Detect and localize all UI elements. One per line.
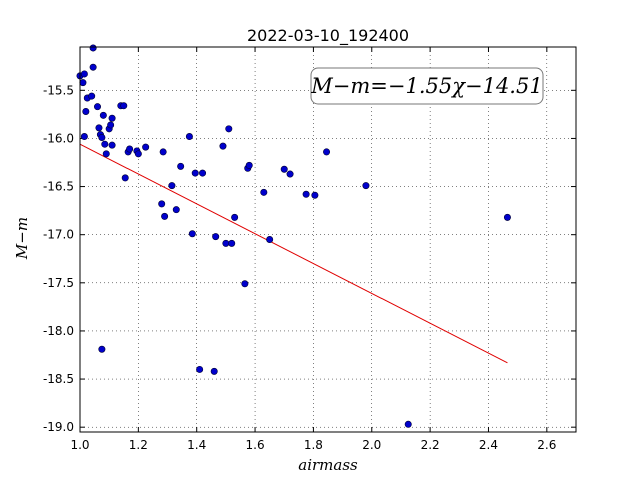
fit-line-group: [79, 143, 508, 364]
data-point: [231, 213, 239, 221]
plot-area: [80, 47, 576, 432]
data-point: [362, 182, 370, 190]
data-point: [172, 206, 180, 214]
data-point: [126, 145, 134, 153]
x-tick-label: 1.4: [187, 438, 206, 452]
y-tick-label: -17.5: [43, 276, 74, 290]
data-point: [302, 190, 310, 198]
plot-frame: [79, 46, 577, 433]
x-tick-label: 1.0: [70, 438, 89, 452]
data-point: [225, 125, 233, 133]
data-point: [108, 114, 116, 122]
data-points: [76, 44, 511, 428]
y-tick-labels: -15.5 -16.0 -16.5 -17.0 -17.5 -18.0 -18.5 -19.0: [43, 83, 74, 434]
data-point: [168, 182, 176, 190]
x-tick-label: 2.6: [537, 438, 556, 452]
data-point: [158, 200, 166, 208]
data-point: [88, 92, 96, 100]
data-point: [80, 70, 88, 78]
data-point: [89, 63, 97, 71]
x-axis-label: airmass: [298, 456, 358, 474]
grid: [79, 47, 576, 432]
annotation-text: M−m=−1.55χ−14.51: [310, 74, 542, 98]
data-point: [404, 420, 412, 428]
data-point: [199, 169, 207, 177]
data-point: [98, 133, 106, 141]
data-point: [98, 345, 106, 353]
x-tick-label: 1.2: [129, 438, 148, 452]
data-point: [102, 150, 110, 158]
data-point: [82, 107, 90, 115]
data-point: [107, 121, 115, 129]
chart-title: 2022-03-10_192400: [247, 26, 409, 46]
annotation-box: [310, 67, 544, 105]
y-tick-label: -15.5: [43, 83, 74, 97]
data-point: [222, 239, 230, 247]
data-point: [89, 44, 97, 52]
data-point: [79, 79, 87, 87]
data-point: [323, 148, 331, 156]
y-tick-label: -17.0: [43, 228, 74, 242]
data-point: [108, 141, 116, 149]
fit-line: [79, 143, 508, 364]
data-point: [191, 169, 199, 177]
data-point: [503, 213, 511, 221]
data-point: [212, 233, 220, 241]
data-point: [241, 280, 249, 288]
data-point: [185, 133, 193, 141]
data-point: [99, 111, 107, 119]
x-tick-label: 1.8: [304, 438, 323, 452]
data-point: [188, 230, 196, 238]
data-point: [245, 161, 253, 169]
axis-ticks: [79, 47, 576, 432]
data-point: [286, 170, 294, 178]
data-point: [134, 150, 142, 158]
data-point: [142, 143, 150, 151]
x-tick-label: 2.4: [479, 438, 498, 452]
data-point: [95, 124, 103, 132]
data-point: [101, 140, 109, 148]
y-axis-label: M−m: [13, 217, 31, 260]
equation-annotation: M−m=−1.55χ−14.51: [310, 67, 544, 105]
y-tick-label: -19.0: [43, 420, 74, 434]
data-point: [120, 102, 128, 110]
y-tick-label: -16.5: [43, 180, 74, 194]
data-point: [311, 191, 319, 199]
x-tick-label: 1.6: [246, 438, 265, 452]
data-point: [228, 239, 236, 247]
data-point: [159, 148, 167, 156]
data-point: [260, 188, 268, 196]
y-tick-label: -18.5: [43, 372, 74, 386]
data-point: [121, 174, 129, 182]
y-tick-label: -18.0: [43, 324, 74, 338]
data-point: [196, 365, 204, 373]
y-tick-label: -16.0: [43, 131, 74, 145]
data-point: [266, 236, 274, 244]
x-tick-label: 2.0: [362, 438, 381, 452]
data-point: [280, 165, 288, 173]
data-point: [210, 367, 218, 375]
data-point: [161, 212, 169, 220]
data-point: [177, 162, 185, 170]
x-tick-labels: 1.0 1.2 1.4 1.6 1.8 2.0 2.2 2.4 2.6: [70, 438, 556, 452]
data-point: [219, 142, 227, 150]
data-point: [80, 133, 88, 141]
data-point: [94, 103, 102, 111]
x-tick-label: 2.2: [421, 438, 440, 452]
